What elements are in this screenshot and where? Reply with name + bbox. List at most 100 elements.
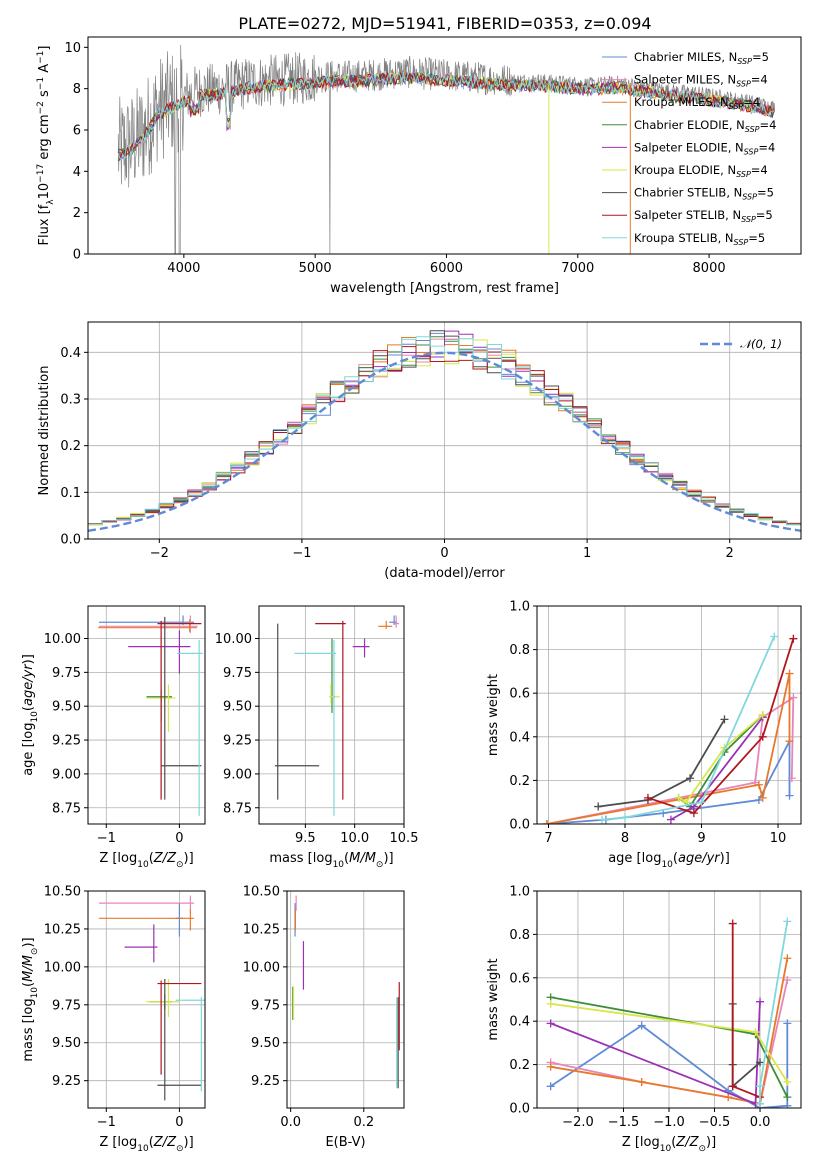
x-tick-label: −1 [292, 546, 311, 561]
mass-weight-marker [789, 693, 798, 702]
mass-weight-marker [637, 1077, 646, 1086]
y-tick-label: 9.75 [251, 998, 280, 1013]
mass-weight-line [601, 636, 776, 821]
mass-weight-marker [783, 1093, 792, 1102]
axes-spectrum: 4000 5000 6000 7000 8000 0 2 4 6 8 10 Chabrier MILE… [36, 36, 802, 296]
y-tick-label: 1.0 [509, 885, 530, 900]
y-axis-label: mass weight [486, 674, 501, 756]
mass-weight-marker [594, 802, 603, 811]
axes-frame [87, 36, 802, 255]
y-tick-label: 8.75 [223, 801, 252, 816]
mass-weight-marker [756, 1058, 765, 1067]
mass-weight-marker [728, 1082, 737, 1091]
figure-title: PLATE=0272, MJD=51941, FIBERID=0353, z=0… [238, 14, 651, 33]
y-tick-label: 9.25 [52, 734, 81, 749]
y-tick-label: 9.75 [52, 666, 81, 681]
x-axis-label: Z [log10(Z/Z⊙)] [99, 1135, 193, 1154]
plot-area-age_vs_mass [274, 615, 400, 816]
mass-weight-line [598, 718, 726, 808]
y-tick-label: 8 [73, 82, 81, 97]
axes-frame [87, 890, 206, 1109]
x-tick-label: 4000 [167, 261, 200, 276]
mass-weight-marker [770, 632, 779, 641]
mass-weight-marker [643, 793, 652, 802]
x-axis-label: Z [log10(Z/Z⊙)] [99, 851, 193, 870]
mass-weight-marker [756, 1099, 765, 1108]
error-bar-point [315, 620, 346, 800]
error-bar-point [161, 616, 202, 800]
x-tick-label: −2 [150, 546, 169, 561]
x-axis-label: age [log10(age/yr)] [608, 851, 730, 870]
error-bar-point [98, 909, 195, 931]
x-tick-label: 9.5 [295, 831, 316, 846]
y-tick-label: 4 [73, 165, 81, 180]
error-bar-point [146, 979, 180, 1017]
y-tick-label: 0.6 [509, 687, 530, 702]
mass-weight-marker [546, 1062, 555, 1071]
gaussian-curve [88, 351, 801, 532]
y-tick-label: 9.50 [223, 700, 252, 715]
y-tick-label: 10.00 [243, 960, 280, 975]
x-tick-label: 10.5 [390, 831, 419, 846]
x-tick-label: 9 [697, 831, 705, 846]
mass-weight-marker [686, 774, 695, 783]
y-axis-label: Flux [fλ10−17 erg cm−2 s−1 A−1] [36, 46, 56, 246]
axes-massweight_vs_Z: −2.0 −1.5 −1.0 −0.5 0.0 0.0 0.2 0.4 0.6 0.8 1.0 Z [… [486, 885, 802, 1154]
y-axis-label: Normed distribution [37, 366, 52, 496]
x-axis-label: mass [log10(M/M⊙)] [269, 851, 393, 870]
mass-weight-line [678, 714, 764, 804]
mass-weight-line [731, 1003, 761, 1089]
x-tick-label: −1 [97, 1115, 116, 1130]
mass-weight-marker [756, 997, 765, 1006]
plot-area-massweight_vs_Z [546, 917, 792, 1108]
error-bar-point [274, 623, 320, 800]
mass-weight-marker [758, 793, 767, 802]
x-axis-label: (data-model)/error [384, 566, 505, 581]
axes-mass_vs_Z: −1 0 9.25 9.50 9.75 10.00 10.25 10.50 Z [log10(Z… [21, 885, 206, 1154]
error-bar-point [177, 639, 203, 816]
mass-weight-marker [728, 919, 737, 928]
x-tick-label: −1.5 [608, 1115, 640, 1130]
plot-area-mass_vs_Z [98, 895, 205, 1101]
legend-entry: Salpeter ELODIE, NSSP=4 [634, 140, 775, 156]
x-tick-label: 0.0 [280, 1115, 301, 1130]
y-tick-label: 9.75 [223, 666, 252, 681]
y-tick-label: 9.25 [223, 734, 252, 749]
error-bar-point [393, 615, 400, 628]
error-bar-point [175, 997, 205, 1092]
residual-histogram [88, 346, 801, 525]
mass-weight-marker [756, 1082, 765, 1091]
x-tick-label: −1 [97, 831, 116, 846]
error-bar-point [175, 903, 184, 937]
mass-weight-marker [783, 917, 792, 926]
mass-weight-marker [546, 1019, 555, 1028]
legend-entry: Salpeter MILES, NSSP=4 [634, 73, 768, 89]
mass-weight-marker [621, 813, 629, 822]
error-bar-point [378, 620, 393, 630]
error-bar-point [352, 638, 370, 658]
plot-area-spectrum [117, 44, 776, 254]
x-tick-label: 1 [583, 546, 591, 561]
axes-frame [536, 890, 802, 1109]
legend-entry: Chabrier ELODIE, NSSP=4 [634, 118, 776, 134]
mass-weight-marker [758, 732, 767, 741]
y-tick-label: 9.25 [52, 1074, 81, 1089]
mass-weight-marker [689, 809, 698, 818]
x-axis-label: E(B-V) [325, 1135, 365, 1150]
y-tick-label: 0.1 [60, 486, 81, 501]
legend-entry: 𝒩(0, 1) [740, 337, 782, 351]
x-tick-label: 6000 [430, 261, 463, 276]
mass-weight-marker [637, 1021, 646, 1030]
x-tick-label: 8 [621, 831, 629, 846]
x-tick-label: 7000 [561, 261, 594, 276]
axes-frame [286, 890, 405, 1109]
y-tick-label: 0.8 [509, 643, 530, 658]
y-tick-label: 9.75 [52, 998, 81, 1013]
error-bar-point [157, 620, 202, 800]
axes-age_vs_mass: 9.5 10.0 10.5 8.75 9.00 9.25 9.50 9.75 10.00 mass… [215, 605, 419, 870]
axes-residuals: −2 −1 0 1 2 0.0 0.1 0.2 0.3 0.4 𝒩(0, 1) (data-model… [37, 321, 802, 581]
y-tick-label: 10.25 [243, 922, 280, 937]
x-tick-label: 0 [175, 1115, 183, 1130]
mass-weight-marker [758, 711, 767, 719]
error-bar-point [98, 895, 195, 911]
